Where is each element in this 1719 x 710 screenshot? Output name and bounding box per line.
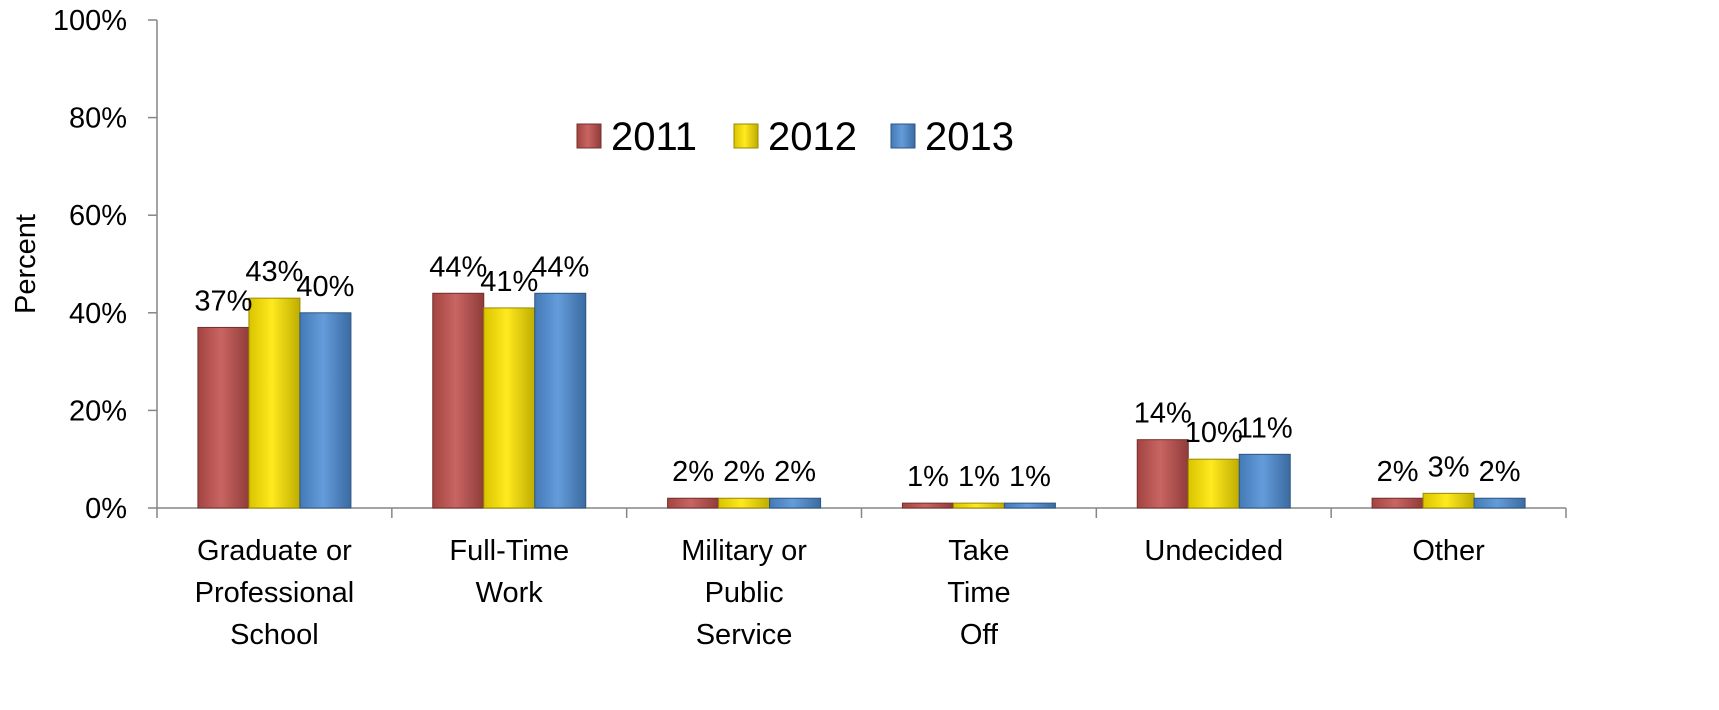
x-tick-label: Public	[705, 577, 784, 609]
data-label-2013: 40%	[296, 271, 354, 303]
x-tick-label: Full-Time	[449, 535, 569, 567]
y-tick-label: 100%	[53, 5, 127, 37]
axes: 0% 20% 40% 60% 80% 100% Percent Graduate or Prof…	[10, 5, 1567, 651]
data-label-2011: 2%	[672, 456, 714, 488]
y-axis-title: Percent	[10, 214, 42, 314]
legend: 2011 2012 2013	[576, 115, 1014, 159]
bars	[197, 292, 1526, 509]
bar-2012	[718, 497, 771, 509]
data-label-2013: 44%	[531, 251, 589, 283]
data-label-2013: 11%	[1237, 412, 1293, 444]
data-label-2012: 3%	[1428, 451, 1470, 483]
x-tick-label: Service	[696, 619, 793, 651]
bar-2011	[1371, 497, 1424, 509]
bar-2013	[769, 497, 822, 509]
y-tick-label: 20%	[69, 395, 127, 427]
bar-2011	[1136, 439, 1189, 509]
y-tick-label: 40%	[69, 298, 127, 330]
bar-2011	[901, 502, 954, 509]
legend-label-2013: 2013	[925, 115, 1014, 159]
legend-label-2011: 2011	[611, 115, 697, 159]
data-label-2011: 2%	[1377, 456, 1419, 488]
legend-label-2012: 2012	[768, 115, 857, 159]
bar-2013	[1473, 497, 1526, 509]
data-label-2012: 43%	[245, 256, 303, 288]
x-tick-label: Off	[960, 619, 999, 651]
data-label-2011: 37%	[194, 285, 252, 317]
data-label-2012: 1%	[958, 461, 1000, 493]
x-tick-label: Professional	[195, 577, 355, 609]
bar-2012	[483, 307, 536, 509]
x-tick-label: Graduate or	[197, 535, 352, 567]
y-tick-label: 0%	[85, 493, 127, 525]
legend-swatch-2013	[890, 123, 916, 149]
data-label-2011: 44%	[429, 251, 487, 283]
data-label-2012: 2%	[723, 456, 765, 488]
x-tick-label: Undecided	[1144, 535, 1283, 567]
data-label-2012: 10%	[1185, 417, 1243, 449]
bar-2013	[1003, 502, 1056, 509]
bar-2012	[248, 297, 301, 509]
x-tick-label: Take	[948, 535, 1009, 567]
x-tick-label: Other	[1412, 535, 1485, 567]
data-label-2013: 2%	[1479, 456, 1521, 488]
x-tick-label: Work	[476, 577, 544, 609]
data-label-2013: 1%	[1009, 461, 1051, 493]
data-label-2012: 41%	[480, 266, 538, 298]
bar-2011	[432, 292, 485, 509]
legend-swatch-2011	[576, 123, 602, 149]
bar-2013	[1238, 453, 1291, 509]
bar-2011	[197, 326, 250, 509]
data-label-2013: 2%	[774, 456, 816, 488]
bar-2012	[952, 502, 1005, 509]
bar-2011	[667, 497, 720, 509]
data-labels: 37% 44% 2% 1% 14% 2% 43% 41% 2% 1% 10% 3% 40% 44% 2% 1%…	[194, 251, 1520, 493]
x-tick-label: Time	[947, 577, 1010, 609]
bar-2012	[1422, 492, 1475, 509]
data-label-2011: 14%	[1134, 398, 1192, 430]
x-tick-label: Military or	[681, 535, 807, 567]
x-tick-label: School	[230, 619, 319, 651]
y-tick-label: 60%	[69, 200, 127, 232]
bar-2013	[534, 292, 587, 509]
data-label-2011: 1%	[907, 461, 949, 493]
bar-2012	[1187, 458, 1240, 509]
y-tick-label: 80%	[69, 103, 127, 135]
bar-2013	[299, 312, 352, 509]
legend-swatch-2012	[733, 123, 759, 149]
